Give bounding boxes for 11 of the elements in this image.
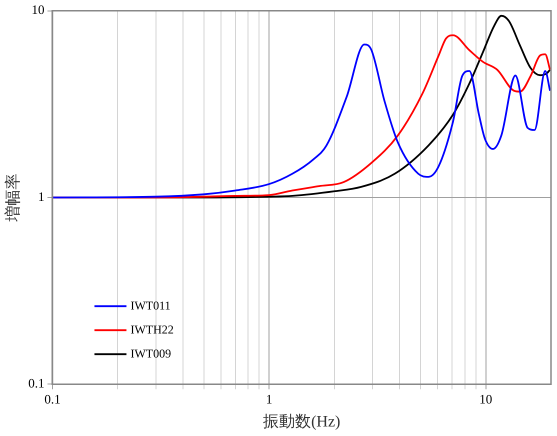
- x-tick-label: 1: [266, 391, 272, 406]
- legend-label: IWTH22: [130, 322, 174, 336]
- x-axis-title: 振動数(Hz): [263, 414, 340, 431]
- y-tick-label: 10: [31, 2, 44, 18]
- legend-label: IWT011: [130, 298, 171, 312]
- x-tick-label: 10: [479, 391, 492, 406]
- x-tick-label: 0.1: [44, 391, 61, 406]
- y-tick-label: 1: [38, 188, 44, 204]
- y-axis-title: 増幅率: [4, 174, 22, 222]
- legend-label: IWT009: [130, 346, 172, 360]
- y-tick-label: 0.1: [28, 376, 44, 391]
